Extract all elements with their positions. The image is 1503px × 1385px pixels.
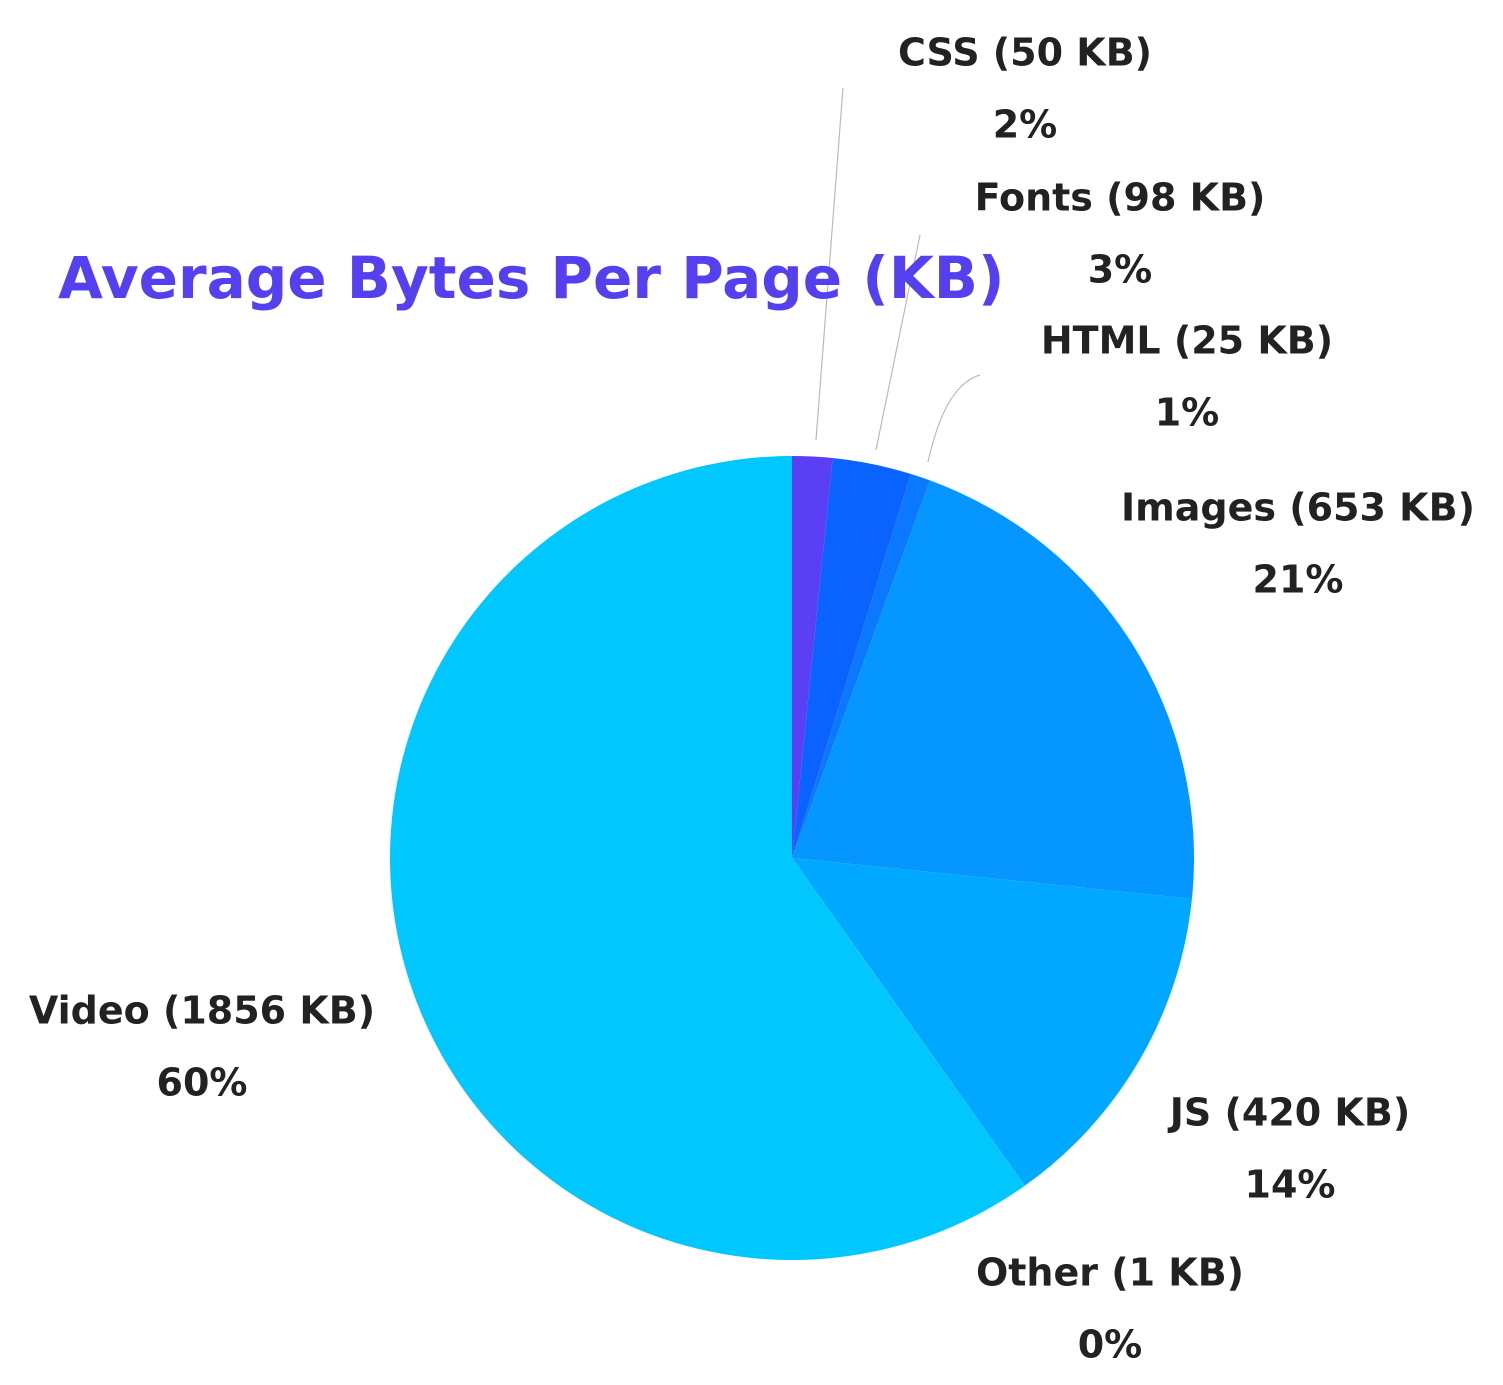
pie-slice (792, 456, 833, 858)
slice-label: CSS (50 KB) (898, 31, 1152, 75)
slice-label: Other (1 KB) (976, 1251, 1244, 1295)
slice-label: JS (420 KB) (1167, 1091, 1410, 1135)
chart-title: Average Bytes Per Page (KB) (58, 244, 1005, 312)
pie-slice (792, 473, 930, 858)
slice-percent: 0% (1078, 1323, 1143, 1367)
slice-percent: 21% (1253, 558, 1344, 602)
slice-percent: 2% (993, 103, 1058, 147)
slice-percent: 60% (157, 1061, 248, 1105)
slice-percent: 14% (1245, 1163, 1336, 1207)
slice-percent: 3% (1088, 248, 1153, 292)
pie-slice (390, 456, 1025, 1260)
slice-label: Video (1856 KB) (29, 989, 375, 1033)
pie-slice (792, 458, 911, 858)
leader-line (875, 234, 921, 451)
slice-percent: 1% (1155, 391, 1220, 435)
leader-line (927, 374, 981, 463)
leader-line (815, 87, 844, 441)
slice-label: HTML (25 KB) (1041, 319, 1333, 363)
pie-slice (792, 858, 1192, 1186)
slice-label: Images (653 KB) (1121, 486, 1475, 530)
pie-slice (792, 858, 1026, 1186)
slice-label: Fonts (98 KB) (975, 176, 1266, 220)
pie-slice (792, 480, 1194, 899)
